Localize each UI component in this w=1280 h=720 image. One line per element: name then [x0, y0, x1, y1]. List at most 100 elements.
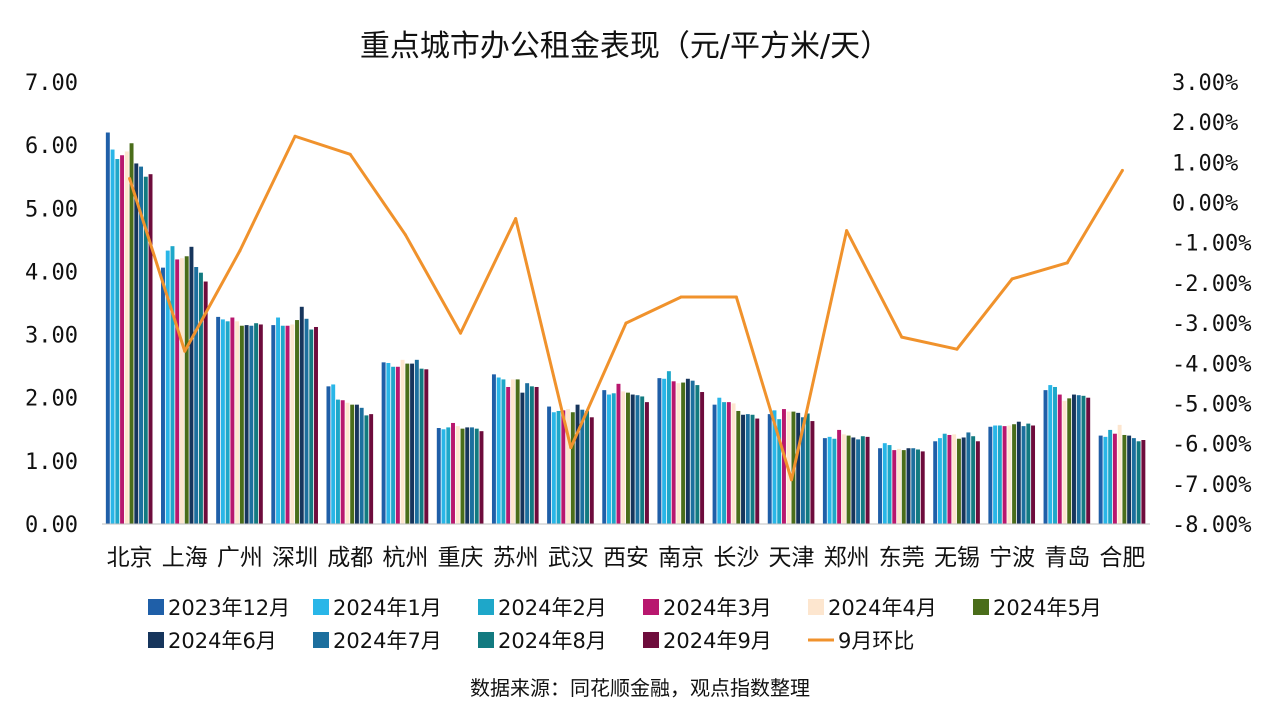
- category-label: 合肥: [1099, 545, 1145, 571]
- bar: [575, 404, 580, 524]
- bar: [254, 323, 259, 524]
- bar: [314, 326, 318, 524]
- right-tick-label: 1.00%: [1172, 151, 1238, 176]
- bar: [860, 436, 865, 524]
- bar: [777, 419, 782, 524]
- bar: [161, 267, 165, 524]
- bar-layer: [102, 132, 1150, 525]
- bar: [750, 414, 755, 524]
- chart-title: 重点城市办公租金表现（元/平方米/天）: [360, 29, 890, 64]
- bar: [470, 427, 474, 524]
- bar: [225, 321, 230, 524]
- left-tick-label: 3.00: [25, 324, 78, 349]
- line-point: [789, 478, 793, 482]
- left-tick-label: 4.00: [25, 260, 78, 285]
- bar: [479, 431, 484, 524]
- bar: [340, 400, 345, 524]
- line-point: [128, 176, 132, 180]
- bar: [534, 386, 539, 524]
- category-label: 天津: [768, 545, 814, 571]
- right-tick-label: -3.00%: [1172, 312, 1251, 337]
- bar: [956, 438, 961, 524]
- category-label: 无锡: [934, 545, 980, 571]
- bar: [1072, 394, 1076, 524]
- bar: [1127, 435, 1132, 524]
- left-tick-label: 5.00: [25, 197, 78, 222]
- right-tick-label: -1.00%: [1172, 232, 1251, 257]
- bar: [179, 258, 184, 524]
- legend-label: 9月环比: [838, 629, 914, 653]
- bar: [345, 402, 350, 524]
- legend-swatch: [313, 632, 329, 648]
- bar: [501, 379, 506, 524]
- bar: [717, 397, 722, 524]
- bar: [796, 412, 801, 524]
- bar: [414, 359, 419, 524]
- bar: [644, 402, 649, 524]
- category-labels: 北京 上海 广州 深圳 成都 杭州 重庆 苏州 武汉 西安 南京 长沙 天津 郑州 东莞 无锡 宁波 青岛 合肥: [107, 545, 1146, 571]
- bar: [290, 324, 295, 524]
- legend-swatch: [148, 599, 164, 615]
- legend-label: 2024年4月: [828, 596, 937, 620]
- line-layer: [128, 134, 1124, 482]
- bar: [1131, 438, 1136, 524]
- right-tick-label: 3.00%: [1172, 71, 1238, 96]
- bar: [551, 412, 556, 524]
- bar: [529, 386, 534, 524]
- legend-swatch: [643, 599, 659, 615]
- bar: [359, 407, 364, 524]
- category-label: 重庆: [438, 545, 484, 571]
- bar: [690, 380, 695, 524]
- bar: [148, 174, 153, 524]
- legend-swatch: [478, 599, 494, 615]
- right-tick-label: -7.00%: [1172, 473, 1251, 498]
- bar: [220, 319, 225, 524]
- legend-label: 2024年9月: [663, 629, 772, 653]
- legend-label: 2024年8月: [498, 629, 607, 653]
- category-label: 北京: [107, 545, 153, 571]
- legend-label: 2023年12月: [168, 596, 290, 620]
- bar: [971, 436, 976, 524]
- left-tick-label: 1.00: [25, 450, 78, 475]
- bar: [726, 402, 731, 524]
- bar: [474, 428, 479, 524]
- bar: [856, 439, 861, 524]
- bar: [134, 163, 139, 524]
- bar: [249, 325, 254, 524]
- bar: [235, 321, 240, 524]
- bar: [952, 434, 957, 524]
- bar: [841, 434, 846, 524]
- bar: [851, 437, 856, 524]
- category-label: 东莞: [879, 545, 925, 571]
- bar: [203, 281, 208, 524]
- bar: [170, 246, 175, 525]
- bar: [1103, 436, 1108, 524]
- bar: [244, 325, 249, 524]
- bar: [1053, 386, 1057, 524]
- legend-label: 2024年3月: [663, 596, 772, 620]
- line-point: [403, 233, 407, 237]
- line-point: [238, 249, 242, 253]
- left-tick-label: 2.00: [25, 387, 78, 412]
- left-tick-label: 7.00: [25, 71, 78, 96]
- left-tick-label: 0.00: [25, 513, 78, 538]
- category-label: 武汉: [548, 545, 594, 571]
- bar: [1098, 435, 1103, 524]
- bar: [1026, 423, 1031, 524]
- line-point: [624, 321, 628, 325]
- bar: [299, 306, 304, 524]
- bar: [115, 159, 120, 524]
- bar: [1057, 394, 1062, 524]
- bar: [309, 329, 314, 524]
- bar: [1002, 426, 1007, 524]
- bar: [906, 448, 911, 524]
- bar: [937, 438, 942, 524]
- left-axis: 0.00 1.00 2.00 3.00 4.00 5.00 6.00 7.00: [25, 71, 78, 538]
- bar: [602, 390, 607, 524]
- bar: [685, 378, 690, 524]
- bar: [410, 363, 415, 524]
- category-label: 郑州: [824, 545, 870, 571]
- bar: [506, 386, 511, 524]
- bar: [276, 317, 281, 524]
- bar: [369, 414, 374, 524]
